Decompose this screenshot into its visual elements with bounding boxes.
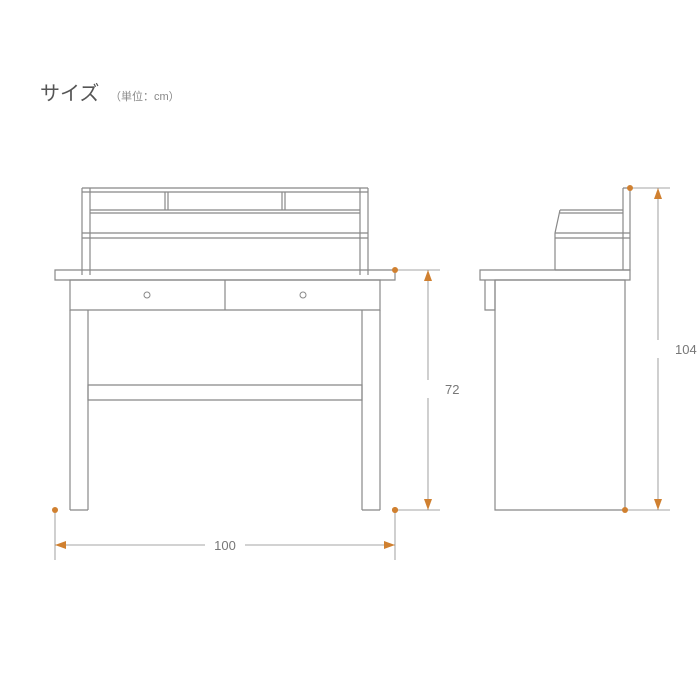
dim-desk-height-value: 72: [445, 382, 459, 397]
dim-total-height-value: 104: [675, 342, 697, 357]
dimension-diagram: サイズ （単位：cm）: [0, 0, 700, 700]
dim-total-height: 104: [622, 185, 697, 513]
dim-desk-height: 72: [392, 267, 459, 513]
front-view: 100 72: [52, 188, 459, 560]
dim-width-value: 100: [214, 538, 236, 553]
unit-label: （単位：cm）: [110, 89, 180, 103]
side-view: 104: [480, 185, 697, 513]
title-text: サイズ: [40, 82, 99, 105]
dim-width: 100: [52, 507, 398, 560]
